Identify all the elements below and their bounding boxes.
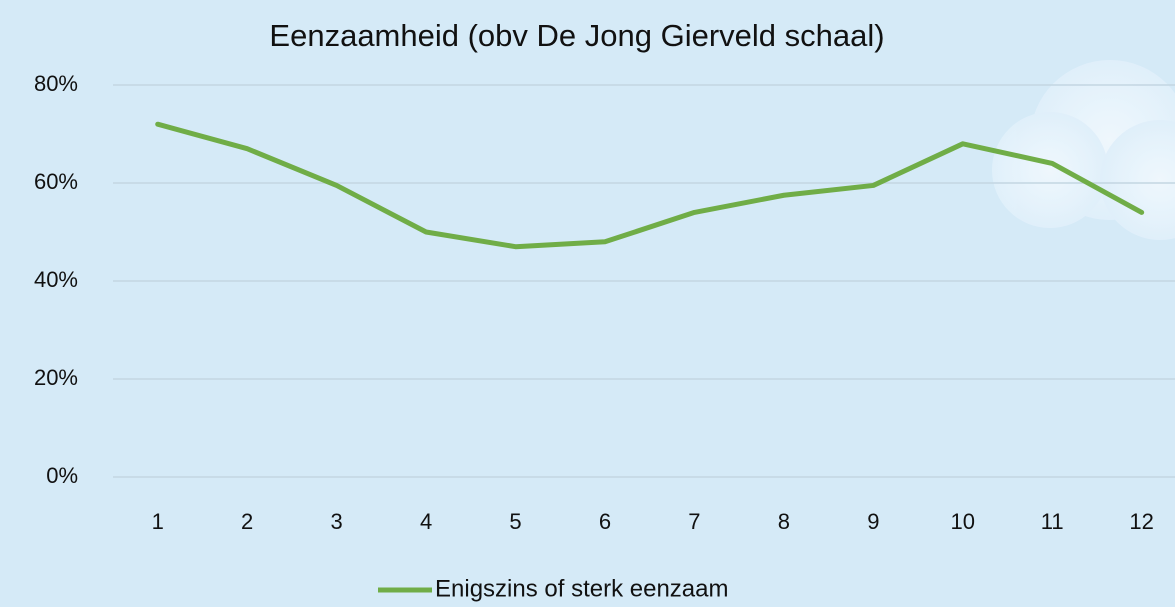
x-tick-label: 1 bbox=[152, 509, 164, 534]
x-tick-label: 6 bbox=[599, 509, 611, 534]
y-tick-label: 60% bbox=[34, 169, 78, 194]
line bbox=[155, 121, 1145, 250]
y-tick-label: 0% bbox=[46, 463, 78, 488]
y-tick-label: 80% bbox=[34, 71, 78, 96]
x-tick-label: 10 bbox=[951, 509, 975, 534]
x-tick-label: 11 bbox=[1041, 509, 1064, 534]
x-tick-label: 7 bbox=[688, 509, 700, 534]
y-tick-label: 40% bbox=[34, 267, 78, 292]
x-tick-label: 2 bbox=[241, 509, 253, 534]
cloud bbox=[992, 60, 1175, 240]
chart-title: Eenzaamheid (obv De Jong Gierveld schaal… bbox=[269, 18, 884, 53]
x-tick-label: 3 bbox=[331, 509, 343, 534]
x-tick-label: 9 bbox=[867, 509, 879, 534]
x-tick-label: 12 bbox=[1129, 509, 1153, 534]
legend-label: Enigszins of sterk eenzaam bbox=[435, 575, 728, 602]
x-tick-label: 4 bbox=[420, 509, 432, 534]
y-tick-label: 20% bbox=[34, 365, 78, 390]
x-tick-label: 8 bbox=[778, 509, 790, 534]
x-tick-label: 5 bbox=[509, 509, 521, 534]
